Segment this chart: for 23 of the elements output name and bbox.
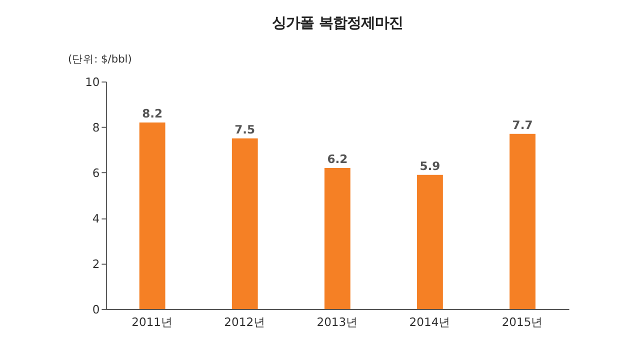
bar [417, 174, 443, 310]
y-axis-title: (단위: $/bbl) [68, 54, 132, 66]
bar [232, 138, 258, 310]
y-tick-label: 2 [92, 256, 100, 271]
data-label: 6.2 [327, 152, 348, 166]
bar [324, 168, 350, 310]
x-tick-label: 2015년 [502, 314, 544, 329]
data-label: 5.9 [420, 159, 440, 173]
y-tick-label: 8 [92, 120, 100, 134]
x-tick-label: 2011년 [132, 314, 174, 329]
data-label: 7.7 [512, 118, 533, 132]
x-tick-label: 2013년 [316, 314, 358, 329]
y-tick-label: 6 [92, 166, 100, 180]
x-tick-label: 2014년 [409, 314, 451, 329]
bar [510, 134, 536, 310]
y-tick-label: 0 [92, 302, 100, 316]
data-label: 7.5 [234, 122, 256, 137]
chart-title: 싱가폴 복합정제마진 [272, 16, 403, 32]
x-tick-label: 2012년 [224, 314, 266, 329]
data-label: 8.2 [142, 106, 163, 121]
y-tick-label: 10 [85, 74, 100, 89]
y-tick-label: 4 [92, 211, 100, 226]
bar [139, 122, 166, 310]
